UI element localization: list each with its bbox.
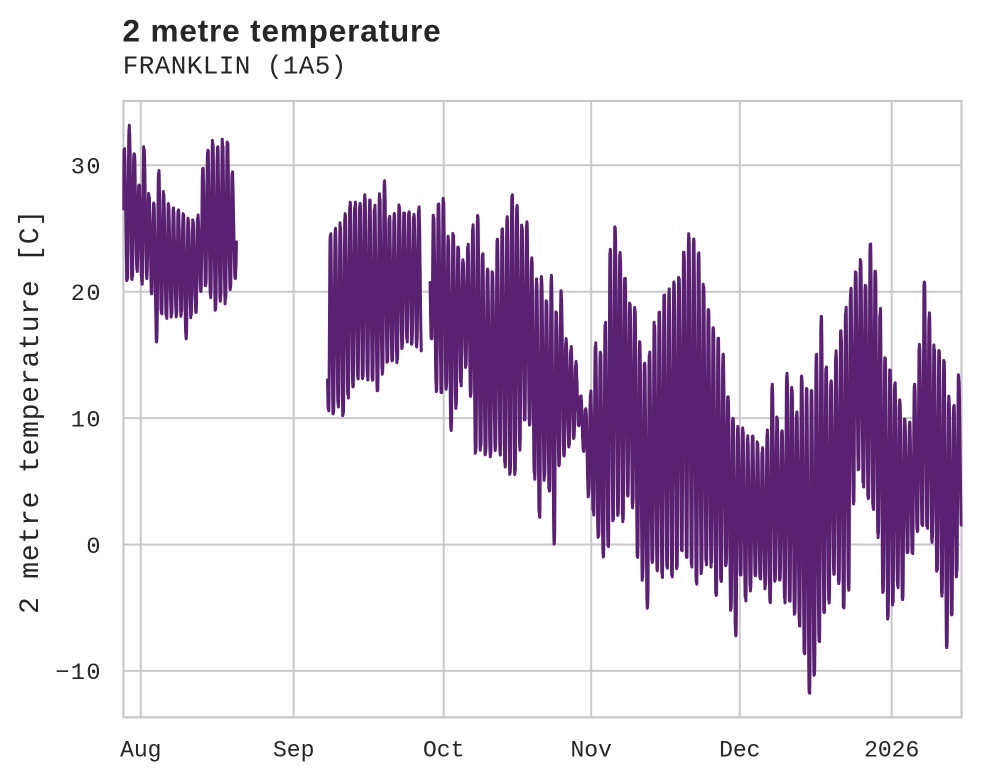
svg-text:Sep: Sep [273, 738, 314, 764]
svg-text:0: 0 [86, 534, 102, 561]
svg-text:2 metre temperature: 2 metre temperature [123, 13, 442, 49]
svg-text:10: 10 [71, 407, 102, 434]
svg-text:Oct: Oct [423, 738, 464, 764]
svg-text:Aug: Aug [120, 738, 161, 764]
svg-text:Dec: Dec [719, 738, 760, 764]
svg-text:−10: −10 [55, 660, 102, 687]
svg-text:2 metre temperature [C]: 2 metre temperature [C] [16, 209, 47, 614]
svg-text:Nov: Nov [570, 738, 612, 764]
svg-text:FRANKLIN (1A5): FRANKLIN (1A5) [123, 52, 347, 82]
svg-text:20: 20 [71, 281, 102, 308]
svg-text:2026: 2026 [864, 738, 919, 764]
svg-text:30: 30 [71, 155, 102, 182]
